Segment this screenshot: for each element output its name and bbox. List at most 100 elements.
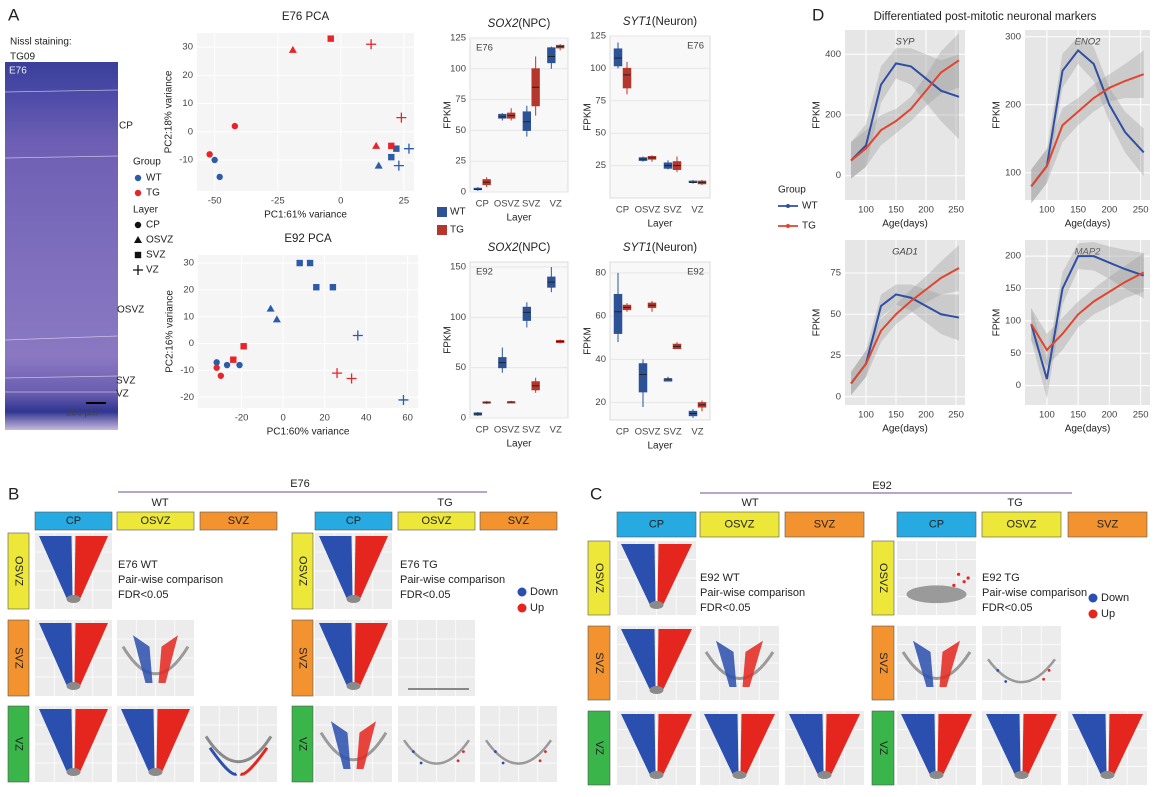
x-tick-label: 60 [402,413,413,424]
caption: TG09 [10,52,35,63]
y-tick-label: 20 [595,397,606,408]
row-label: OSVZ [593,563,605,593]
y-tick-label: 100 [590,63,606,74]
y-tick-label: 200 [1005,99,1021,110]
y-tick-label: 10 [183,311,194,322]
y-tick-label: 150 [1005,283,1021,294]
y-tick-label: 75 [455,94,466,105]
box-body [548,48,555,63]
y-tick-label: -10 [180,365,194,376]
point [330,284,336,290]
figure: A Nissl staining: TG09 E76 CP OSVZ SVZ V… [0,0,1156,797]
x-tick-label: OSVZ [494,199,520,210]
x-tick-label: 100 [858,410,874,421]
x-tick-label: CP [616,205,629,216]
y-tick-label: 200 [825,110,841,121]
row-label: SVZ [297,647,309,669]
x-tick-label: VZ [691,427,703,438]
legend-marker [135,190,141,196]
legend-label: Up [530,602,544,614]
y-tick-label: 40 [595,354,606,365]
chart-title: GAD1 [892,247,918,258]
box-body [639,364,647,392]
x-tick-label: -20 [235,413,249,424]
comparison-note: FDR<0.05 [400,589,450,601]
x-tick-label: 200 [1101,205,1117,216]
legend-label: Down [530,586,558,598]
column-label: OSVZ [1007,518,1037,530]
point [213,365,219,371]
y-tick-label: 50 [455,125,466,136]
x-tick-label: VZ [550,425,562,436]
y-tick-label: 200 [1005,251,1021,262]
point [307,260,313,266]
box-body [623,68,631,87]
legend-label: WT [146,173,162,184]
stage-label: E92 [687,267,704,278]
volcano-ns [67,768,81,776]
y-tick-label: 0 [836,391,841,402]
volcano-dot [544,750,547,753]
x-tick-label: -25 [271,196,285,207]
volcano-dot [502,762,505,765]
volcano-ns [347,682,361,690]
caption: Nissl staining: [10,37,72,48]
y-axis-label: FPKM [583,327,594,355]
chart-title: SOX2(NPC) [488,242,551,254]
volcano-dot [1048,669,1051,672]
x-tick-label: 100 [1039,205,1055,216]
x-axis-label: PC1:60% variance [267,427,350,438]
legend-marker [786,204,790,208]
panel-letter: C [590,484,602,503]
volcano-dot [957,573,960,576]
column-label: SVZ [814,518,836,530]
x-tick-label: CP [476,425,489,436]
comparison-note: E92 WT [700,572,740,584]
point [328,35,334,41]
column-label: CP [66,515,81,527]
x-tick-label: 0 [280,413,285,424]
chart-title: E76 PCA [282,11,330,23]
volcano-ns [67,595,81,603]
comparison-note: Pair-wise comparison [982,587,1087,599]
y-axis-label: PC2:16% variance [165,290,176,373]
legend-marker [437,225,447,235]
group-header: TG [437,497,452,509]
comparison-note: E76 TG [400,559,438,571]
volcano-dot [412,750,415,753]
stage-label: E92 [476,267,493,278]
gene-name: SYT1 [623,242,652,254]
y-tick-label: 0 [461,187,466,198]
y-tick-label: 100 [1005,315,1021,326]
x-tick-label: 250 [1133,205,1149,216]
column-label: CP [346,515,361,527]
column-label: OSVZ [422,515,452,527]
stage-label: E76 [9,66,27,77]
volcano-dot [539,759,542,762]
x-axis-label: Age(days) [1065,424,1111,435]
volcano-ns [1101,771,1115,779]
comparison-note: Pair-wise comparison [400,574,505,586]
row-label: SVZ [877,652,889,674]
y-tick-label: 50 [830,309,841,320]
stage-label: E76 [687,41,704,52]
scale-label: 200 µm [66,408,98,419]
gene-note: (NPC) [518,242,550,254]
plot-background [198,255,418,408]
panel-title: Differentiated post-mitotic neuronal mar… [874,11,1097,23]
point [230,356,236,362]
volcano-dot [967,576,970,579]
legend-label: TG [450,225,464,236]
y-tick-label: 75 [830,268,841,279]
zone-label: OSVZ [117,305,144,316]
x-tick-label: 200 [918,205,934,216]
y-tick-label: 30 [182,42,193,53]
x-tick-label: 200 [918,410,934,421]
legend-marker [518,588,527,597]
column-label: OSVZ [141,515,171,527]
x-tick-label: OSVZ [494,425,520,436]
volcano-dot [420,762,423,765]
gene-name: SOX2 [488,18,519,30]
x-axis-label: Layer [506,213,532,224]
x-tick-label: 25 [399,196,410,207]
